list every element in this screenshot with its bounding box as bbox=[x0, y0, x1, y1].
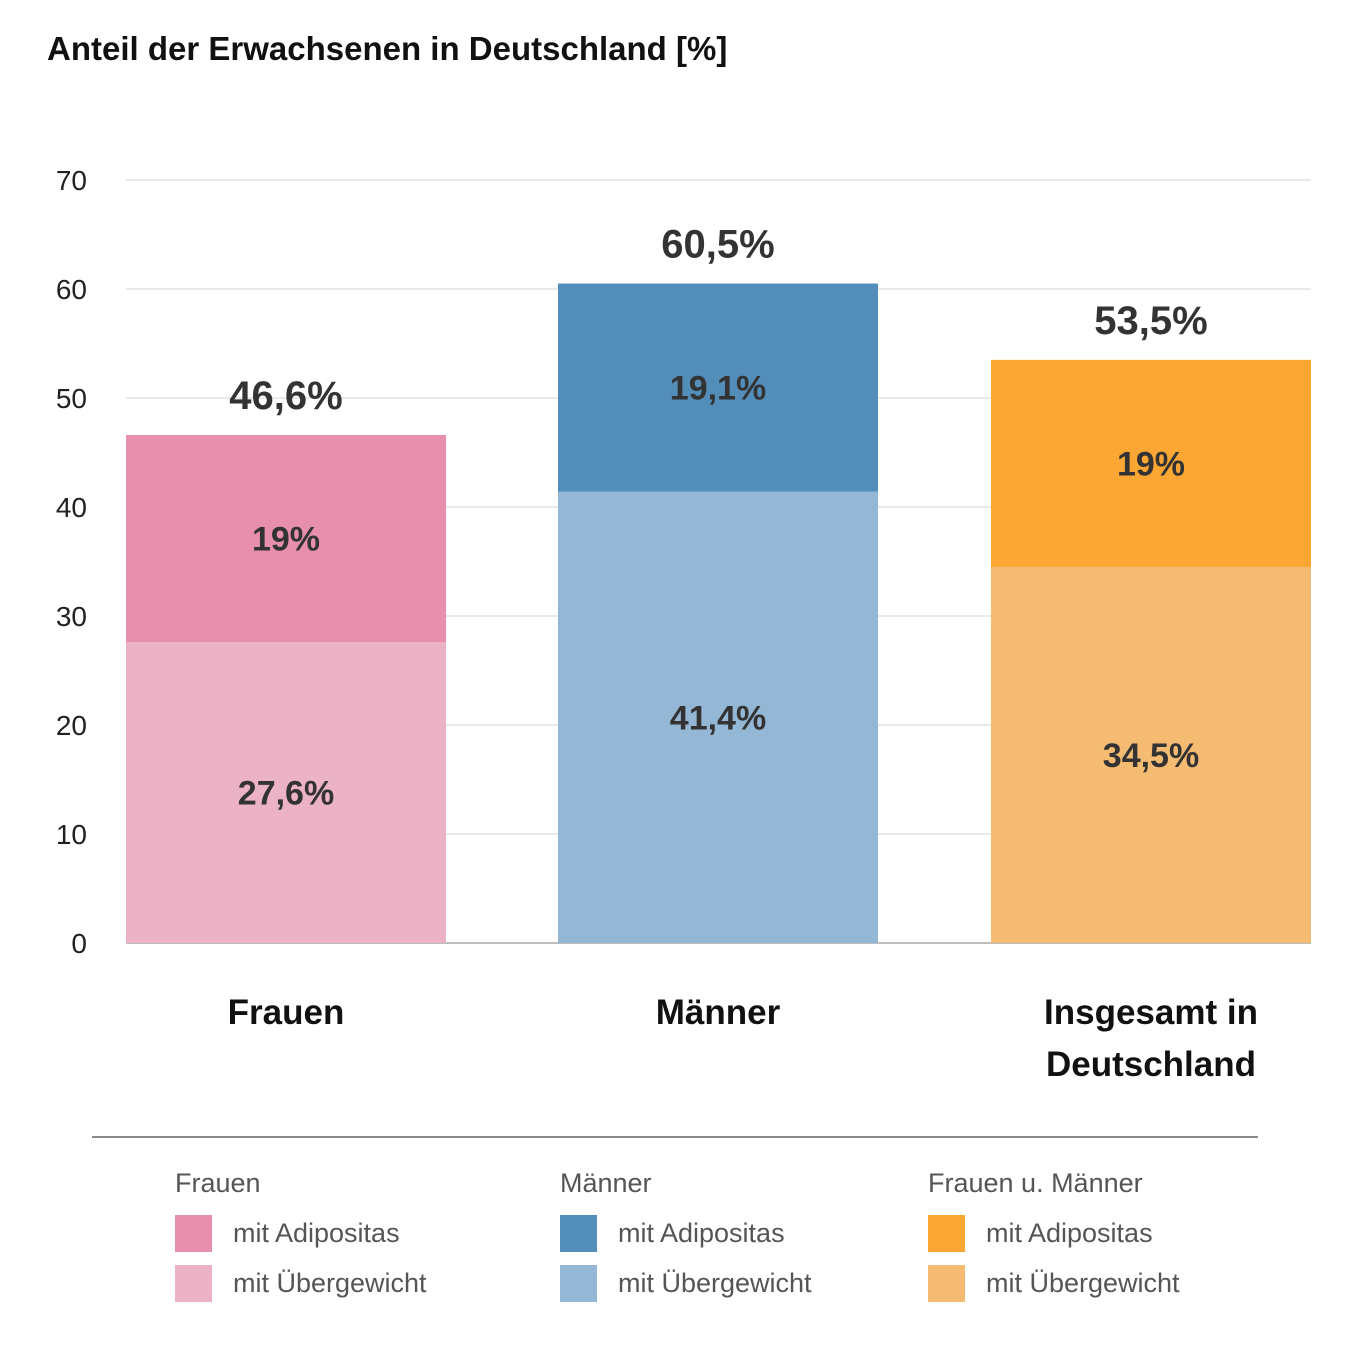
legend-item: mit Übergewicht bbox=[560, 1264, 812, 1302]
legend-group-title: Frauen bbox=[175, 1168, 261, 1198]
legend-item-label: mit Adipositas bbox=[233, 1217, 400, 1248]
bar-segment bbox=[991, 566, 1311, 943]
bars bbox=[126, 283, 1311, 943]
bar-segment bbox=[991, 359, 1311, 567]
segment-value-label: 27,6% bbox=[238, 775, 334, 813]
bar-segment bbox=[558, 283, 878, 492]
bar-total-label: 46,6% bbox=[229, 374, 342, 418]
y-tick-label: 10 bbox=[56, 819, 87, 850]
legend-swatch bbox=[560, 1214, 597, 1252]
legend-divider bbox=[92, 1136, 1258, 1138]
y-tick-label: 30 bbox=[56, 601, 87, 632]
bar-segment bbox=[558, 491, 878, 943]
legend-group-gesamt: Frauen u. Männer mit Adipositas mit Über… bbox=[928, 1164, 1180, 1302]
bar-total-label: 60,5% bbox=[661, 223, 774, 267]
segment-value-label: 19% bbox=[252, 521, 320, 559]
legend-item-label: mit Adipositas bbox=[618, 1217, 785, 1248]
segment-value-label: 34,5% bbox=[1103, 737, 1199, 775]
y-tick-label: 0 bbox=[71, 928, 87, 959]
y-axis-ticks: 0 10 20 30 40 50 60 70 bbox=[56, 165, 87, 959]
segment-value-label: 19,1% bbox=[670, 370, 766, 408]
y-tick-label: 60 bbox=[56, 274, 87, 305]
legend-swatch bbox=[175, 1214, 212, 1252]
legend-item: mit Übergewicht bbox=[928, 1264, 1180, 1302]
legend-swatch bbox=[175, 1264, 212, 1302]
legend-item: mit Adipositas bbox=[928, 1214, 1180, 1252]
legend-item: mit Adipositas bbox=[175, 1214, 427, 1252]
legend-item-label: mit Übergewicht bbox=[233, 1267, 427, 1298]
category-label: Deutschland bbox=[1046, 1045, 1256, 1084]
y-tick-label: 20 bbox=[56, 710, 87, 741]
category-label: Frauen bbox=[228, 993, 345, 1032]
legend-item: mit Adipositas bbox=[560, 1214, 812, 1252]
legend-group-maenner: Männer mit Adipositas mit Übergewicht bbox=[560, 1164, 812, 1302]
stacked-bar-chart: 0 10 20 30 40 50 60 70 27,6% 19% 46,6% 41,4% 19,1% 6… bbox=[56, 165, 1311, 1084]
legend-group-title: Männer bbox=[560, 1168, 652, 1198]
bar-total-label: 53,5% bbox=[1094, 299, 1207, 343]
legend-group-title: Frauen u. Männer bbox=[928, 1168, 1143, 1198]
segment-value-label: 19% bbox=[1117, 445, 1185, 483]
chart-title: Anteil der Erwachsenen in Deutschland [%… bbox=[47, 30, 728, 67]
legend-item-label: mit Adipositas bbox=[986, 1217, 1153, 1248]
y-tick-label: 40 bbox=[56, 492, 87, 523]
legend-swatch bbox=[928, 1264, 965, 1302]
bar-segment bbox=[126, 642, 446, 943]
category-label: Insgesamt in bbox=[1044, 993, 1258, 1032]
legend-item: mit Übergewicht bbox=[175, 1264, 427, 1302]
legend-group-frauen: Frauen mit Adipositas mit Übergewicht bbox=[175, 1164, 427, 1302]
legend-swatch bbox=[560, 1264, 597, 1302]
legend-swatch bbox=[928, 1214, 965, 1252]
y-tick-label: 50 bbox=[56, 383, 87, 414]
y-tick-label: 70 bbox=[56, 165, 87, 196]
bar-segment bbox=[126, 435, 446, 643]
bar-labels: 27,6% 19% 46,6% 41,4% 19,1% 60,5% 34,5% 19% 53,5… bbox=[229, 223, 1207, 813]
category-label: Männer bbox=[656, 993, 781, 1032]
legend-item-label: mit Übergewicht bbox=[618, 1267, 812, 1298]
x-axis-categories: Frauen Männer Insgesamt in Deutschland bbox=[228, 993, 1258, 1084]
legend-item-label: mit Übergewicht bbox=[986, 1267, 1180, 1298]
segment-value-label: 41,4% bbox=[670, 699, 766, 737]
